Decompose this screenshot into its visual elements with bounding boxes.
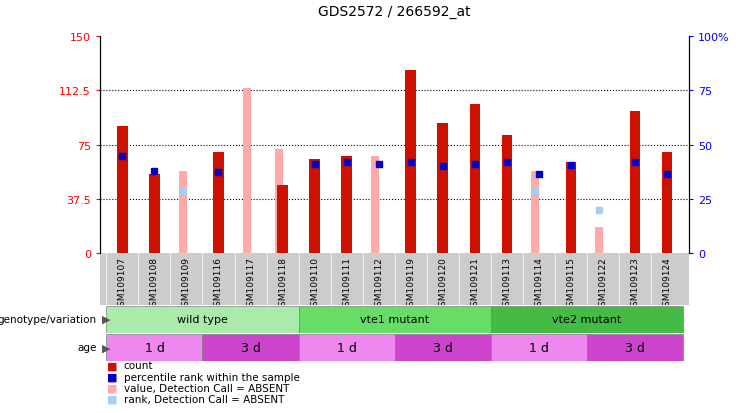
Text: ▶: ▶ [102,314,110,324]
Bar [491,306,682,333]
Bar [405,70,416,254]
Text: GSM109120: GSM109120 [438,256,447,311]
Text: genotype/variation: genotype/variation [0,314,96,324]
Text: GSM109124: GSM109124 [662,256,671,311]
Text: GDS2572 / 266592_at: GDS2572 / 266592_at [319,5,471,19]
Bar [213,152,224,254]
Text: age: age [77,342,96,352]
Bar [662,152,672,254]
Text: GSM109110: GSM109110 [310,256,319,311]
Text: GSM109115: GSM109115 [566,256,575,311]
Text: GSM109117: GSM109117 [246,256,255,311]
Bar [299,334,395,361]
Text: value, Detection Call = ABSENT: value, Detection Call = ABSENT [124,383,289,393]
Text: GSM109121: GSM109121 [470,256,479,311]
Text: 3 d: 3 d [241,341,260,354]
Bar [276,150,283,254]
Text: GSM109122: GSM109122 [598,256,607,311]
Text: 3 d: 3 d [433,341,453,354]
Text: 1 d: 1 d [529,341,548,354]
Text: GSM109112: GSM109112 [374,256,383,311]
Bar [107,334,202,361]
Bar [371,157,379,254]
Text: GSM109108: GSM109108 [150,256,159,311]
Text: ■: ■ [107,361,118,370]
Bar [502,135,512,254]
Bar [243,89,251,254]
Text: ■: ■ [107,372,118,382]
Text: vte1 mutant: vte1 mutant [360,314,429,324]
Text: GSM109123: GSM109123 [630,256,639,311]
Text: GSM109107: GSM109107 [118,256,127,311]
Bar [470,105,479,254]
Bar [310,160,319,254]
Bar [107,306,299,333]
Text: GSM109114: GSM109114 [534,256,543,311]
Bar [117,127,127,254]
Text: ▶: ▶ [102,342,110,352]
Bar [202,334,299,361]
Text: ■: ■ [107,394,118,404]
Text: percentile rank within the sample: percentile rank within the sample [124,372,299,382]
Text: GSM109113: GSM109113 [502,256,511,311]
Bar [587,334,682,361]
Text: GSM109119: GSM109119 [406,256,415,311]
Bar [491,334,587,361]
Text: vte2 mutant: vte2 mutant [552,314,621,324]
Text: rank, Detection Call = ABSENT: rank, Detection Call = ABSENT [124,394,284,404]
Bar [531,171,539,254]
Text: 1 d: 1 d [336,341,356,354]
Bar [299,306,491,333]
Text: GSM109118: GSM109118 [278,256,287,311]
Bar [565,163,576,254]
Bar [342,157,352,254]
Text: GSM109111: GSM109111 [342,256,351,311]
Text: count: count [124,361,153,370]
Bar [395,334,491,361]
Text: wild type: wild type [177,314,228,324]
Text: ■: ■ [107,383,118,393]
Text: 3 d: 3 d [625,341,645,354]
Bar [596,228,603,254]
Bar [277,186,288,254]
Bar [437,124,448,254]
Bar [150,174,159,254]
Bar [630,112,639,254]
Text: GSM109109: GSM109109 [182,256,191,311]
Text: 1 d: 1 d [144,341,165,354]
Text: GSM109116: GSM109116 [214,256,223,311]
Bar [179,171,187,254]
